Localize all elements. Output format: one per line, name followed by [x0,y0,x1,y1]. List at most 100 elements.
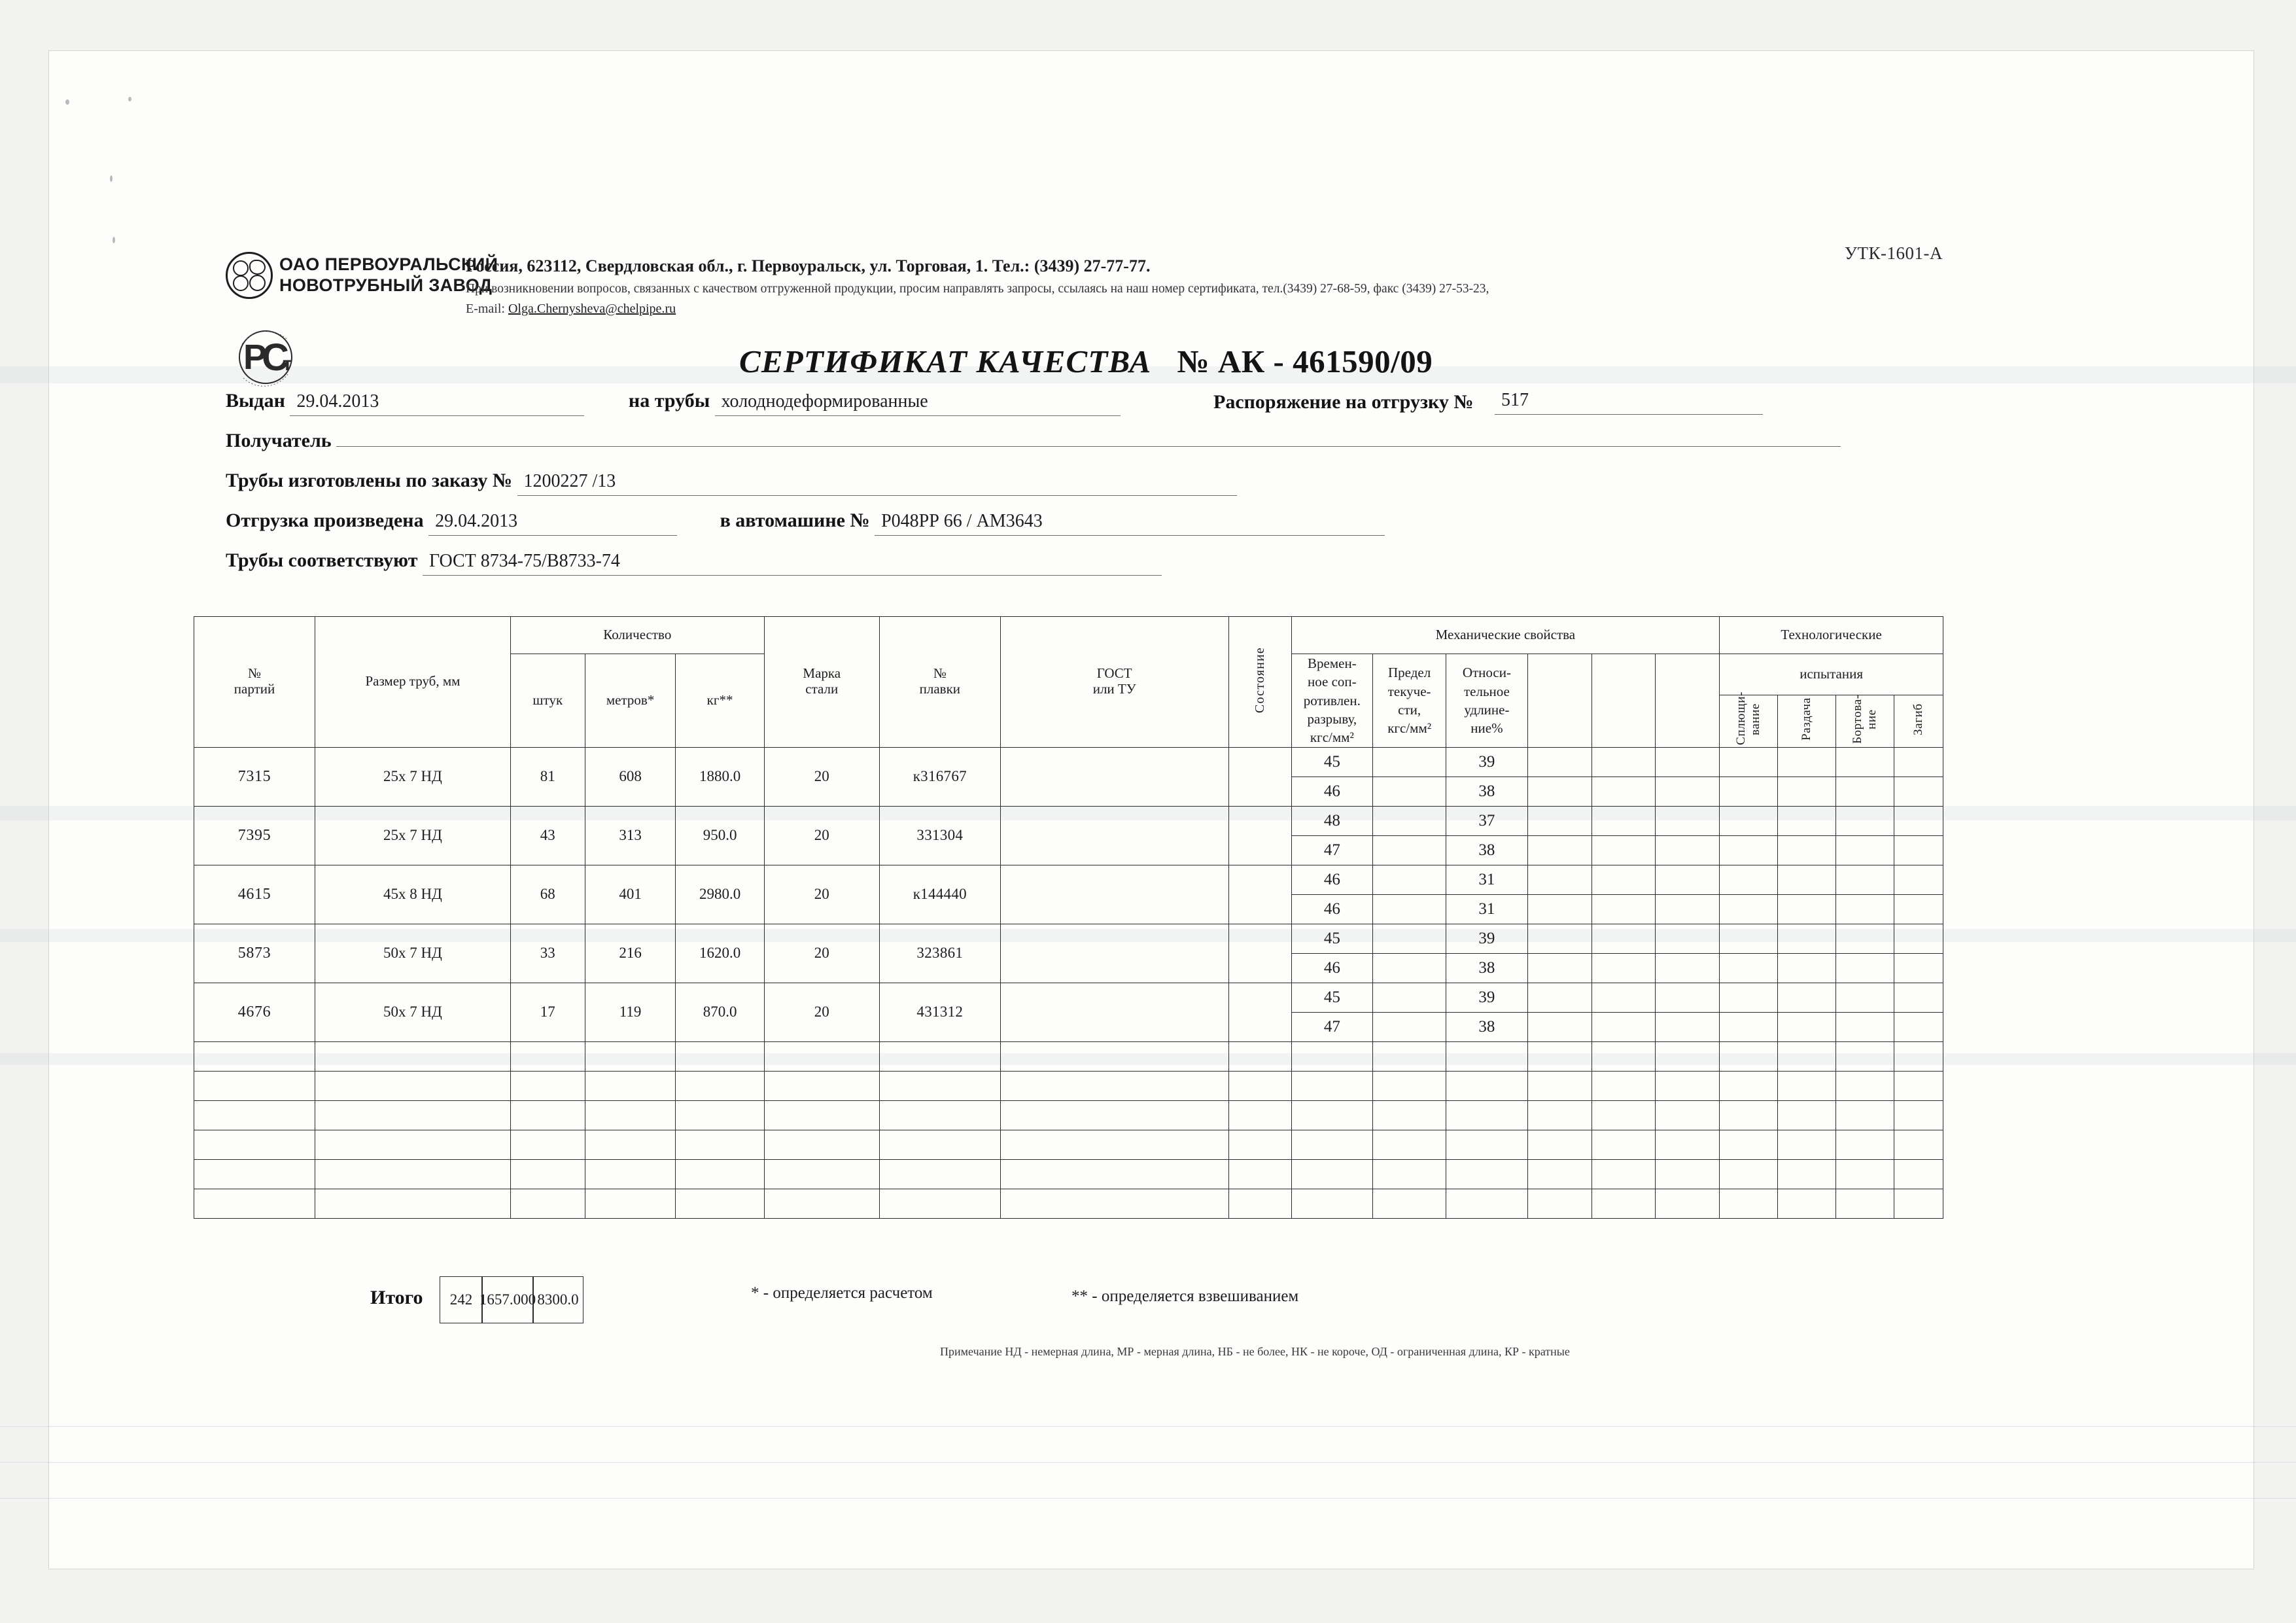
cell-mech-spare-1 [1527,746,1592,777]
cell-empty [1000,1070,1229,1101]
cell-mech-spare-1 [1527,776,1592,807]
svg-text:т: т [283,353,292,375]
cell-heat-no: к144440 [878,864,1001,924]
pipes-label: на трубы [628,390,710,411]
cell-tech-test-2 [1777,1011,1837,1042]
cell-empty [1527,1129,1592,1160]
cell-tech-test-4 [1894,982,1943,1013]
cell-empty [1527,1041,1592,1072]
certificate-number: АК - 461590/09 [1217,343,1433,379]
scan-artifact [0,1498,2296,1499]
th-tensile-strength-label: Времен- ное соп- ротивлен. разрыву, кгс/… [1303,655,1361,746]
issued-value[interactable]: 29.04.2013 [290,391,585,416]
cell-tensile: 46 [1291,776,1374,807]
cell-empty [763,1129,880,1160]
cell-tech-test-3 [1835,1011,1895,1042]
th-mech-spare-1 [1527,654,1592,748]
cell-mech-spare-2 [1591,776,1656,807]
cell-empty [1000,1041,1229,1072]
cell-tech-test-1 [1719,805,1779,836]
header-row-3: Сплющи- вание Раздача Бортова- ние Загиб [194,691,1943,748]
cell-empty [1894,1129,1943,1160]
cell-empty [1719,1188,1779,1219]
cell-mech-spare-3 [1655,1011,1720,1042]
cell-empty [584,1159,676,1189]
cell-tech-test-3 [1835,923,1895,954]
cell-tech-test-4 [1894,1011,1943,1042]
th-steel-grade-line2: стали [805,681,839,697]
cell-mech-spare-2 [1591,894,1656,924]
cell-mech-spare-3 [1655,952,1720,983]
order-value[interactable]: 1200227 /13 [517,471,1237,496]
cell-empty [510,1041,585,1072]
cell-empty [1894,1188,1943,1219]
cell-empty [878,1041,1001,1072]
cell-empty [1655,1129,1720,1160]
cell-steel-grade: 20 [763,805,880,865]
cell-empty [1835,1070,1895,1101]
cell-part-no: 4615 [193,864,316,924]
cell-empty [1228,1100,1292,1130]
receiver-value[interactable] [336,443,1841,447]
cell-empty [510,1100,585,1130]
cell-tensile: 45 [1291,923,1374,954]
certificate-table-wrapper: № партий Размер труб, мм Количество Марк… [193,616,1943,1219]
standard-value[interactable]: ГОСТ 8734-75/В8733-74 [422,551,1162,576]
cell-pieces: 33 [510,923,585,983]
dispatch-order-value[interactable]: 517 [1495,390,1763,415]
cell-empty [584,1188,676,1219]
email-address[interactable]: Olga.Chernysheva@chelpipe.ru [508,302,676,316]
cell-empty [1655,1159,1720,1189]
cell-empty [1291,1070,1374,1101]
scan-speck [128,97,131,101]
cell-empty [1894,1159,1943,1189]
cell-tech-test-1 [1719,835,1779,865]
cell-condition [1228,864,1292,924]
pipes-value[interactable]: холоднодеформированные [714,391,1121,416]
vehicle-value[interactable]: Р048РР 66 / АМ3643 [875,511,1385,536]
shipment-value[interactable]: 29.04.2013 [428,511,678,536]
cell-part-no: 7315 [193,746,316,807]
table-row-empty [193,1129,1943,1160]
company-email-row: E-mail: Olga.Chernysheva@chelpipe.ru [466,302,1931,317]
cell-empty [1446,1041,1528,1072]
cell-meters: 401 [584,864,676,924]
cell-tensile: 45 [1291,982,1374,1013]
th-flattening: Сплющи- вание [1719,691,1779,748]
cell-empty [1446,1159,1528,1189]
cell-mech-spare-1 [1527,982,1592,1013]
cell-empty [1591,1188,1656,1219]
cell-empty [1719,1041,1779,1072]
cell-empty [675,1188,765,1219]
cell-empty [193,1070,316,1101]
cell-empty [1527,1100,1592,1130]
cell-size: 25х 7 НД [315,746,511,807]
th-steel-grade-line1: Марка [803,665,841,682]
note-single-star: * - определяется расчетом [751,1284,933,1302]
cell-empty [878,1100,1001,1130]
cell-size: 45х 8 НД [315,864,511,924]
cell-tech-test-2 [1777,776,1837,807]
cell-empty [1591,1100,1656,1130]
cell-tech-test-3 [1835,982,1895,1013]
cell-empty [193,1159,316,1189]
cell-tensile: 47 [1291,835,1374,865]
cell-tensile: 46 [1291,952,1374,983]
cell-empty [315,1188,511,1219]
cell-mech-spare-3 [1655,835,1720,865]
cell-empty [315,1159,511,1189]
cell-tech-test-4 [1894,894,1943,924]
th-tensile-strength: Времен- ное соп- ротивлен. разрыву, кгс/… [1291,654,1374,748]
cell-mech-spare-1 [1527,894,1592,924]
cell-heat-no: 323861 [878,923,1001,983]
cell-gost [1000,746,1229,807]
certificate-table: № партий Размер труб, мм Количество Марк… [193,616,1943,1219]
cell-empty [1894,1070,1943,1101]
cell-tech-test-3 [1835,894,1895,924]
cell-part-no: 5873 [193,923,316,983]
cell-empty [193,1041,316,1072]
receiver-label: Получатель [226,430,332,451]
cell-tech-test-2 [1777,835,1837,865]
cell-part-no: 4676 [193,982,316,1042]
cell-yield [1372,746,1447,777]
